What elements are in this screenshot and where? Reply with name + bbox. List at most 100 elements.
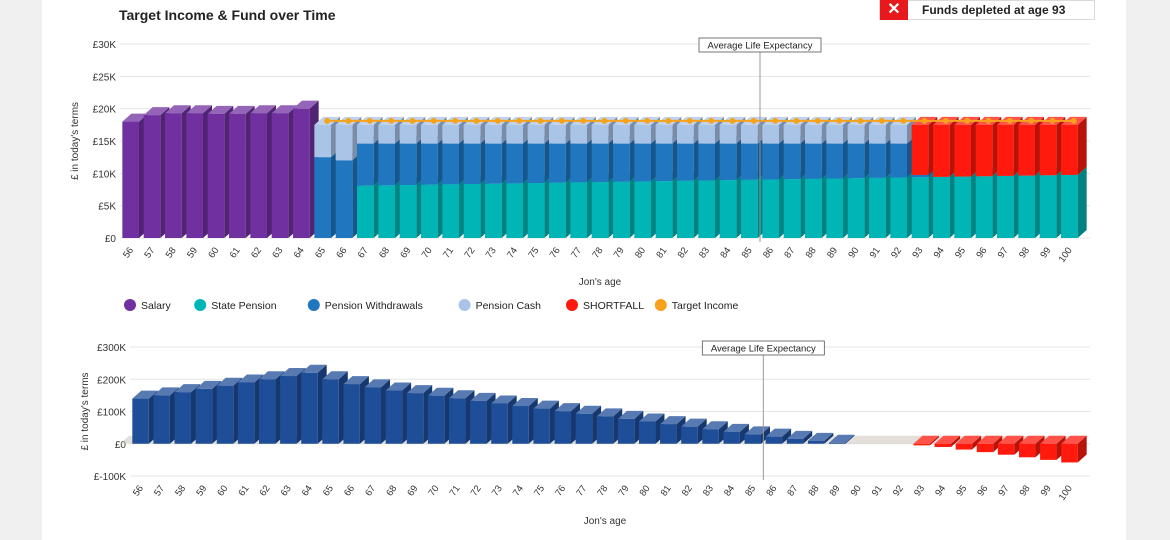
target-income-point: [942, 117, 949, 124]
bar-front: [335, 160, 353, 238]
bar-front: [153, 395, 170, 444]
bar-front: [378, 185, 395, 238]
bar-front: [491, 403, 508, 444]
bar-front: [237, 382, 255, 444]
bar-front: [634, 181, 651, 238]
bar-top: [406, 385, 433, 394]
bar-front: [1039, 175, 1057, 238]
bar-top: [448, 390, 475, 399]
x-tick-label: 79: [612, 245, 627, 260]
bar-front: [847, 124, 865, 144]
close-icon[interactable]: ✕: [880, 0, 908, 20]
target-income-point: [750, 117, 757, 124]
bar-top: [293, 100, 319, 109]
bar-front: [786, 438, 804, 444]
y-tick-label: £30K: [93, 40, 117, 51]
x-tick-label: 100: [1057, 245, 1075, 264]
bar-front: [934, 443, 952, 447]
legend-item-state-pension[interactable]: State Pension: [194, 299, 277, 312]
life-expectancy-label: Average Life Expectancy: [711, 344, 816, 355]
bar-front: [293, 108, 310, 239]
y-tick-label: £300K: [97, 343, 126, 354]
bar-front: [506, 183, 523, 238]
bar-front: [826, 143, 843, 179]
target-income-point: [686, 117, 693, 124]
bar-front: [655, 124, 673, 144]
bar-front: [807, 440, 825, 444]
x-tick-label: 62: [249, 245, 264, 260]
legend-item-target-income[interactable]: Target Income: [654, 299, 739, 312]
bar-front: [463, 184, 481, 238]
x-tick-label: 83: [697, 245, 712, 260]
bar-front: [442, 143, 459, 185]
x-tick-label: 66: [342, 483, 357, 498]
x-tick-label: 71: [448, 483, 463, 498]
bar-top: [786, 430, 813, 439]
bar-side: [845, 434, 855, 444]
x-tick-label: 63: [270, 245, 285, 260]
legend-item-pension-withdrawals[interactable]: Pension Withdrawals: [307, 299, 423, 312]
x-tick-label: 89: [825, 245, 840, 260]
bar-front: [512, 406, 529, 444]
y-tick-label: £25K: [93, 72, 117, 83]
bar-top: [195, 380, 222, 389]
bar-shortfall-100: [1061, 435, 1087, 463]
legend-item-salary[interactable]: Salary: [124, 299, 172, 312]
bar-top: [575, 405, 602, 414]
bar-top: [132, 390, 158, 399]
x-tick-label: 77: [569, 245, 584, 260]
x-tick-label: 59: [194, 483, 209, 498]
legend-item-pension-cash[interactable]: Pension Cash: [458, 299, 542, 312]
bar-front: [783, 143, 801, 180]
bar-front: [975, 124, 993, 177]
bar-front: [719, 143, 737, 181]
x-tick-label: 61: [228, 245, 243, 260]
x-tick-label: 58: [164, 245, 179, 260]
legend-item-shortfall[interactable]: SHORTFALL: [566, 299, 644, 312]
x-tick-label: 86: [764, 483, 779, 498]
bar-front: [132, 398, 149, 444]
x-tick-label: 56: [121, 245, 136, 260]
life-expectancy-box: [701, 340, 825, 356]
bar-front: [805, 178, 822, 238]
bar-front: [762, 179, 779, 238]
bar-side: [951, 435, 961, 447]
bar-top: [723, 423, 749, 432]
bar-front: [506, 143, 523, 184]
x-tick-label: 84: [718, 245, 733, 260]
bar-front: [335, 124, 353, 161]
bar-top: [153, 387, 179, 396]
bar-top: [271, 105, 298, 114]
bar-side: [803, 430, 813, 444]
target-income-point: [708, 117, 715, 124]
y-tick-label: £15K: [93, 137, 117, 148]
y-tick-label: £-100K: [94, 472, 127, 483]
target-income-point: [836, 117, 843, 124]
bar-top: [122, 113, 148, 122]
bar-front: [638, 421, 656, 444]
legend-label: Pension Withdrawals: [325, 300, 423, 312]
bar-front: [195, 388, 213, 444]
target-income-point: [601, 117, 608, 124]
life-expectancy-label: Average Life Expectancy: [708, 41, 813, 52]
funds-depleted-alert[interactable]: ✕ Funds depleted at age 93: [879, 0, 1095, 20]
x-tick-label: 70: [426, 483, 441, 498]
bar-front: [122, 121, 139, 238]
bar-front: [741, 124, 758, 144]
target-income-point: [388, 117, 395, 124]
x-tick-label: 96: [975, 483, 990, 498]
x-tick-label: 73: [484, 245, 499, 260]
legend-label: Target Income: [672, 300, 739, 312]
bar-fund-84: [723, 423, 749, 444]
bar-front: [933, 124, 950, 177]
bar-front: [783, 124, 801, 144]
bar-side: [1035, 435, 1045, 458]
bar-front: [744, 434, 762, 444]
target-income-point: [430, 117, 437, 124]
bar-top: [976, 435, 1003, 444]
x-tick-label: 92: [891, 483, 906, 498]
bar-top: [143, 107, 170, 116]
bar-shortfall-94: [934, 435, 961, 447]
bar-side: [972, 435, 982, 450]
life-expectancy-box: [698, 37, 822, 53]
